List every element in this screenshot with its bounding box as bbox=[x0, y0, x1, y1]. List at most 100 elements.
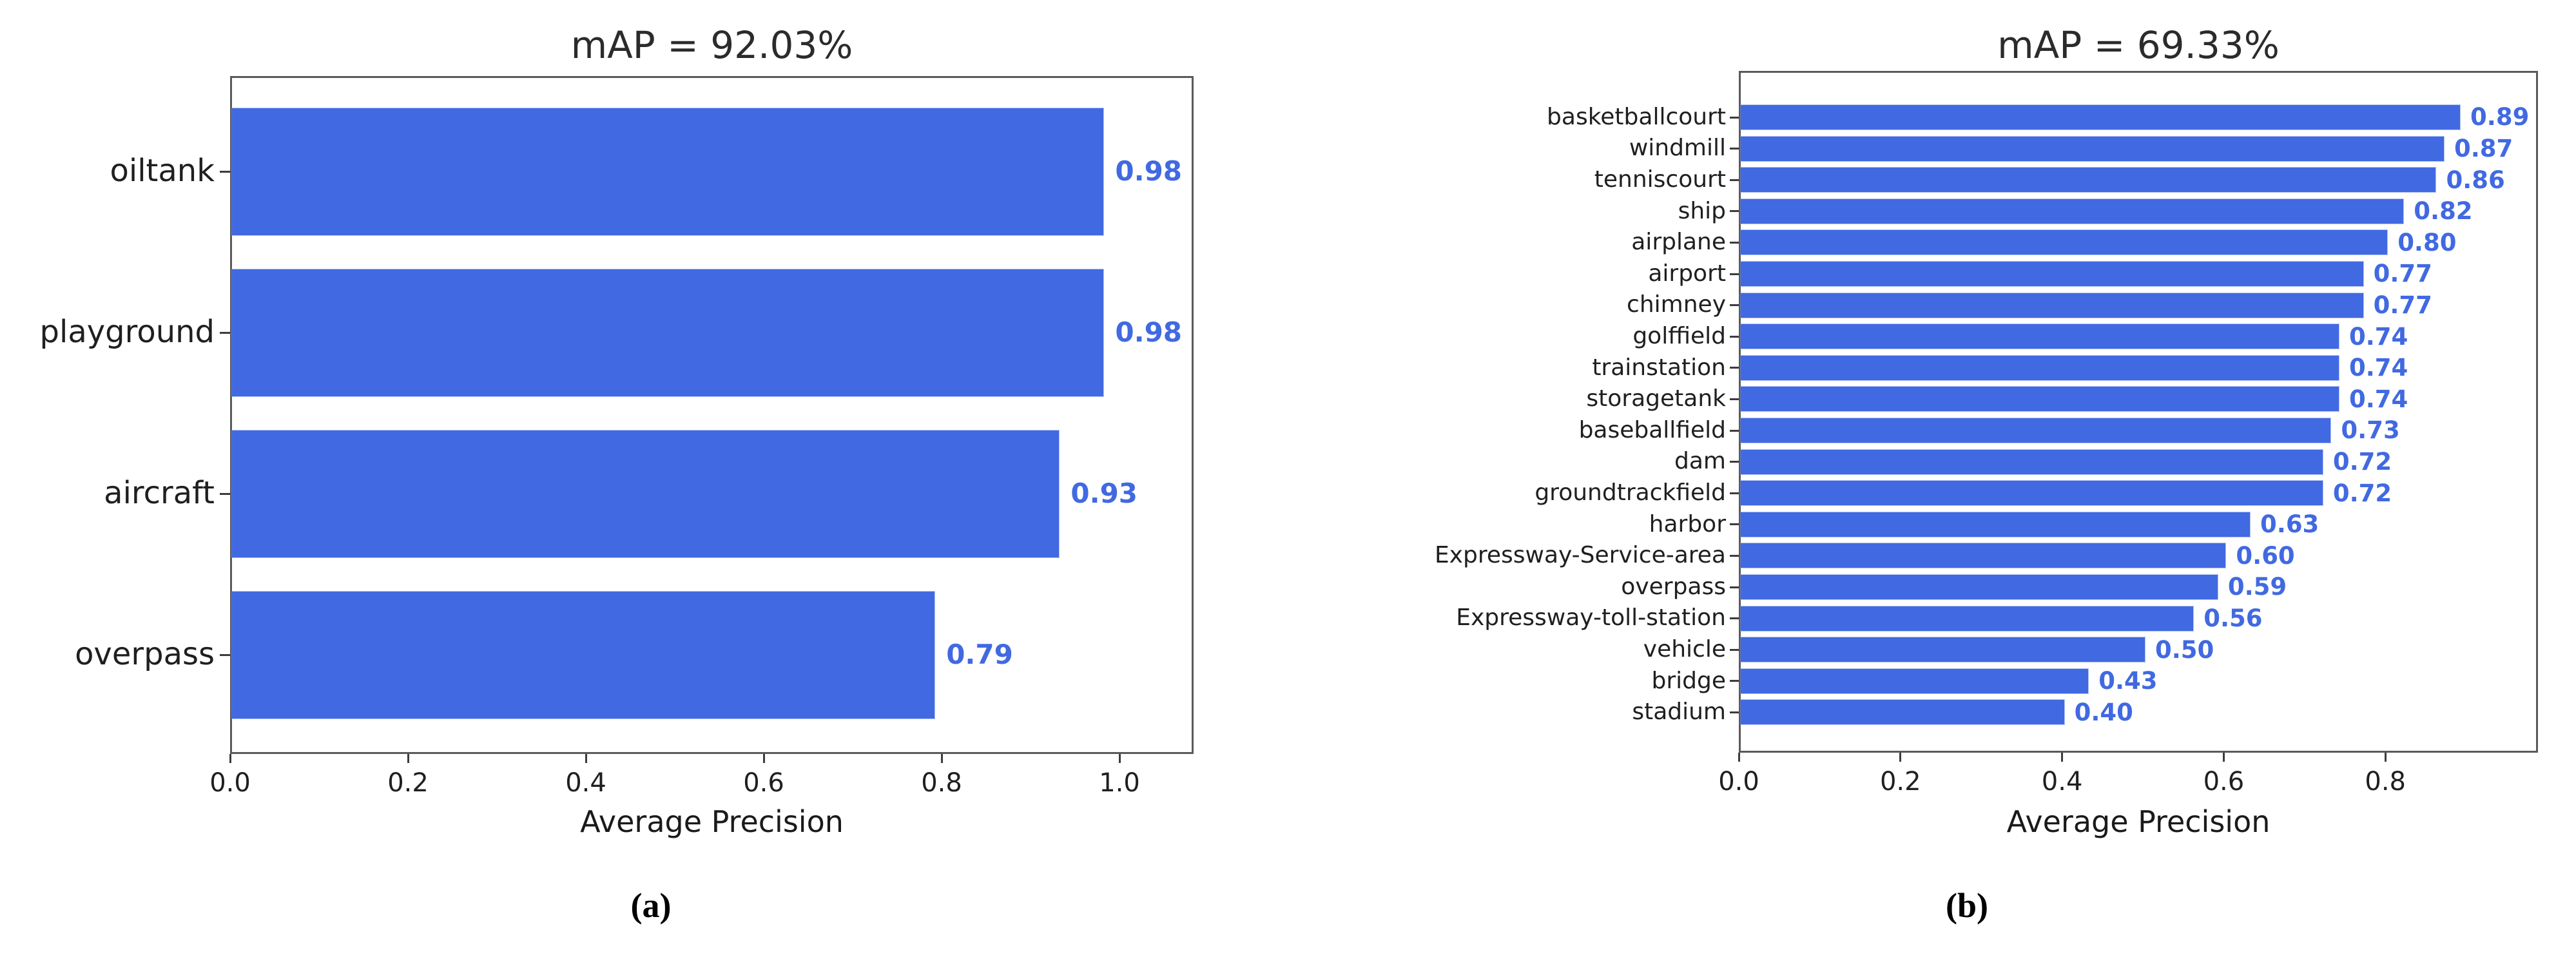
y-axis-tick bbox=[1730, 304, 1739, 307]
category-label: ship bbox=[1678, 197, 1726, 224]
bar-Expressway-Service-area bbox=[1741, 543, 2226, 568]
chart-b-x-axis-label: Average Precision bbox=[2006, 804, 2271, 839]
x-axis-tick bbox=[585, 754, 587, 763]
x-tick-label: 0.4 bbox=[565, 768, 606, 798]
x-axis-tick bbox=[229, 754, 231, 763]
bar-baseballfield bbox=[1741, 418, 2331, 443]
bar-windmill bbox=[1741, 136, 2444, 161]
x-tick-label: 0.4 bbox=[2041, 767, 2083, 797]
y-axis-tick bbox=[1730, 523, 1739, 526]
category-label: playground bbox=[39, 314, 215, 351]
bar-overpass bbox=[232, 591, 935, 719]
x-axis-tick bbox=[2222, 753, 2225, 762]
x-axis-tick bbox=[762, 754, 765, 763]
value-label: 0.82 bbox=[2414, 197, 2473, 226]
value-label: 0.77 bbox=[2373, 260, 2432, 288]
subfigure-a-caption: (a) bbox=[630, 886, 672, 925]
category-label: windmill bbox=[1629, 135, 1726, 162]
x-axis-tick bbox=[1899, 753, 1902, 762]
x-tick-label: 0.0 bbox=[209, 768, 251, 798]
x-axis-tick bbox=[1118, 754, 1121, 763]
chart-a-title: mAP = 92.03% bbox=[570, 23, 853, 67]
bar-groundtrackfield bbox=[1741, 481, 2323, 506]
value-label: 0.77 bbox=[2373, 291, 2432, 319]
category-label: golffield bbox=[1632, 323, 1726, 349]
bar-chimney bbox=[1741, 293, 2363, 318]
bar-airport bbox=[1741, 262, 2363, 286]
category-label: harbor bbox=[1649, 510, 1726, 537]
x-tick-label: 0.6 bbox=[2203, 767, 2245, 797]
y-axis-tick bbox=[1730, 241, 1739, 244]
value-label: 0.43 bbox=[2098, 667, 2158, 695]
bar-dam bbox=[1741, 449, 2323, 474]
bar-bridge bbox=[1741, 668, 2089, 693]
y-axis-tick bbox=[1730, 586, 1739, 588]
category-label: baseballfield bbox=[1578, 416, 1726, 443]
value-label: 0.74 bbox=[2348, 322, 2408, 351]
category-label: trainstation bbox=[1592, 354, 1726, 381]
value-label: 0.74 bbox=[2348, 354, 2408, 382]
value-label: 0.87 bbox=[2454, 134, 2513, 162]
y-axis-tick bbox=[1730, 461, 1739, 463]
y-axis-tick bbox=[220, 653, 230, 656]
y-axis-tick bbox=[1730, 335, 1739, 338]
y-axis-tick bbox=[1730, 429, 1739, 432]
category-label: overpass bbox=[75, 636, 215, 673]
bar-overpass bbox=[1741, 575, 2218, 599]
y-axis-tick bbox=[220, 492, 230, 495]
value-label: 0.50 bbox=[2155, 635, 2214, 664]
x-tick-label: 0.2 bbox=[387, 768, 429, 798]
category-label: Expressway-toll-station bbox=[1456, 604, 1726, 632]
y-axis-tick bbox=[1730, 492, 1739, 494]
y-axis-tick bbox=[1730, 367, 1739, 369]
y-axis-tick bbox=[1730, 648, 1739, 651]
x-axis-tick bbox=[1738, 753, 1740, 762]
category-label: Expressway-Service-area bbox=[1434, 542, 1726, 569]
bar-vehicle bbox=[1741, 637, 2145, 662]
y-axis-tick bbox=[1730, 148, 1739, 150]
bar-oiltank bbox=[232, 108, 1104, 235]
y-axis-tick bbox=[1730, 398, 1739, 400]
category-label: basketballcourt bbox=[1547, 103, 1726, 130]
y-axis-tick bbox=[220, 331, 230, 334]
bar-aircraft bbox=[232, 430, 1060, 557]
subfigure-b-caption: (b) bbox=[1946, 886, 1988, 925]
category-label: oiltank bbox=[110, 153, 215, 189]
bar-ship bbox=[1741, 198, 2404, 224]
value-label: 0.89 bbox=[2470, 103, 2530, 131]
category-label: groundtrackfield bbox=[1535, 479, 1726, 506]
value-label: 0.56 bbox=[2203, 604, 2263, 632]
bar-basketballcourt bbox=[1741, 105, 2461, 130]
category-label: overpass bbox=[1621, 573, 1726, 600]
category-label: dam bbox=[1674, 448, 1726, 475]
x-tick-label: 0.8 bbox=[2365, 767, 2406, 797]
value-label: 0.79 bbox=[946, 638, 1013, 670]
value-label: 0.74 bbox=[2348, 385, 2408, 413]
bar-storagetank bbox=[1741, 387, 2339, 412]
y-axis-tick bbox=[1730, 711, 1739, 713]
y-axis-tick bbox=[1730, 116, 1739, 119]
x-axis-tick bbox=[2384, 753, 2387, 762]
value-label: 0.72 bbox=[2332, 479, 2392, 507]
y-axis-tick bbox=[1730, 680, 1739, 682]
category-label: stadium bbox=[1632, 699, 1726, 726]
bar-golffield bbox=[1741, 324, 2339, 349]
value-label: 0.98 bbox=[1115, 316, 1183, 348]
value-label: 0.60 bbox=[2236, 541, 2295, 570]
y-axis-tick bbox=[1730, 617, 1739, 620]
y-axis-tick bbox=[1730, 273, 1739, 275]
bar-harbor bbox=[1741, 512, 2251, 537]
category-label: airplane bbox=[1631, 229, 1726, 256]
category-label: storagetank bbox=[1586, 385, 1726, 412]
category-label: airport bbox=[1648, 260, 1726, 287]
category-label: vehicle bbox=[1643, 636, 1726, 662]
x-axis-tick bbox=[407, 754, 409, 763]
value-label: 0.98 bbox=[1115, 155, 1183, 187]
value-label: 0.40 bbox=[2074, 698, 2133, 726]
bar-tenniscourt bbox=[1741, 168, 2436, 193]
x-axis-tick bbox=[940, 754, 943, 763]
x-tick-label: 0.8 bbox=[921, 768, 962, 798]
x-axis-tick bbox=[2061, 753, 2064, 762]
category-label: aircraft bbox=[104, 475, 215, 512]
